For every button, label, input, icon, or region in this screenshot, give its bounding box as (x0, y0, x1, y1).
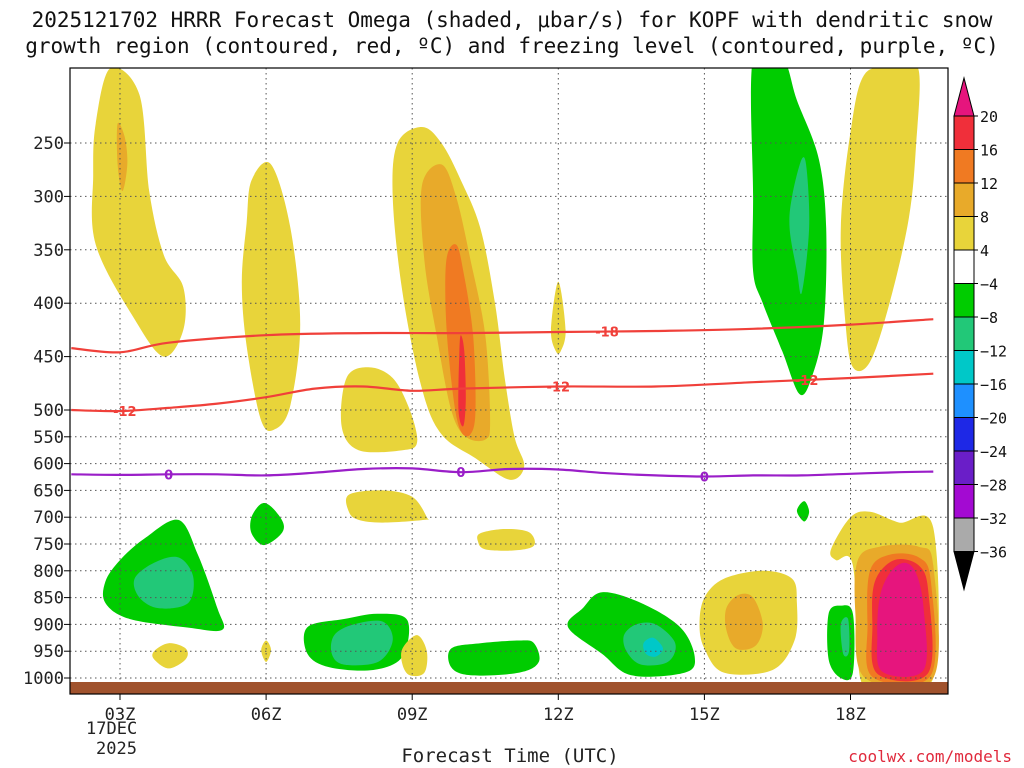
omega-region--8--4-20 (448, 640, 540, 676)
colorbar-label-10: −24 (980, 443, 1007, 461)
y-tick-label-900: 900 (33, 615, 64, 635)
colorbar-swatch-7 (953, 350, 975, 385)
colorbar-label-3: 8 (980, 209, 989, 227)
colorbar-label-13: −36 (980, 544, 1007, 562)
colorbar-swatch-3 (953, 216, 975, 251)
omega-region-4-8-11 (477, 528, 535, 551)
colorbar-label-0: 20 (980, 108, 998, 126)
omega-region--8--4-12 (250, 503, 284, 546)
contour-lines: -18 -12 -12 -12 0 0 0 (71, 318, 934, 485)
y-tick-label-800: 800 (33, 562, 64, 582)
date-label-year: 2025 (96, 739, 137, 759)
colorbar-swatch-8 (953, 383, 975, 418)
omega-region--12--8-35 (789, 157, 810, 295)
x-tick-label-18Z: 18Z (835, 705, 866, 725)
omega-region-4-8-2 (241, 162, 301, 432)
omega-region-4-8-7 (550, 281, 566, 354)
chart-title-line-2: growth region (contoured, red, ºC) and f… (25, 34, 999, 58)
y-tick-label-500: 500 (33, 401, 64, 421)
colorbar-label-11: −28 (980, 477, 1007, 495)
x-tick-label-15Z: 15Z (689, 705, 720, 725)
colorbar-label-6: −8 (980, 309, 998, 327)
colorbar-swatch-12 (953, 517, 975, 552)
contour-label-dgz_-12-2: -12 (795, 374, 819, 389)
x-tick-label-06Z: 06Z (251, 705, 282, 725)
omega-region->20-33 (876, 562, 927, 677)
colorbar-bottom-arrow (953, 551, 975, 592)
omega-region--12--8-18 (330, 620, 393, 666)
ground-terrain-bar (70, 682, 948, 694)
date-label-day: 17DEC (86, 719, 138, 739)
x-tick-label-12Z: 12Z (543, 705, 574, 725)
colorbar-swatch-4 (953, 249, 975, 284)
colorbar-top-arrow (953, 76, 975, 117)
omega-region--12--8-28 (840, 617, 850, 657)
y-tick-label-1000: 1000 (23, 669, 64, 689)
colorbar-label-5: −4 (980, 276, 998, 294)
colorbar-swatch-11 (953, 484, 975, 519)
colorbar-label-2: 12 (980, 175, 998, 193)
colorbar-label-4: 4 (980, 242, 989, 260)
omega-region-4-8-15 (152, 643, 188, 669)
colorbar-label-7: −12 (980, 343, 1007, 361)
omega-region--12--8-14 (133, 556, 194, 609)
omega-region-4-8-0 (91, 68, 186, 357)
y-tick-label-250: 250 (33, 134, 64, 154)
y-tick-label-450: 450 (33, 348, 64, 368)
omega-region-16-20-6 (458, 335, 466, 427)
contour-label-freezing_level_0-0: 0 (164, 468, 173, 483)
y-tick-label-400: 400 (33, 294, 64, 314)
omega-region--16--12-23 (643, 637, 664, 657)
colorbar-swatch-2 (953, 182, 975, 217)
contour-label-dgz_-12-1: -12 (547, 381, 571, 396)
contour-label-freezing_level_0-2: 0 (700, 470, 709, 485)
contour-label-dgz_-12-0: -12 (113, 405, 137, 420)
omega-region-4-8-10 (345, 490, 430, 523)
colorbar: 20 16 12 8 4 −4 −8 −12 −16 −20 −24 −28 −32 −36 (953, 76, 1007, 592)
y-tick-label-950: 950 (33, 642, 64, 662)
y-tick-label-550: 550 (33, 428, 64, 448)
source-credit: coolwx.com/models (848, 747, 1012, 766)
colorbar-label-12: −32 (980, 510, 1007, 528)
omega-region-8-12-25 (724, 593, 763, 650)
y-tick-label-350: 350 (33, 241, 64, 261)
grid-lines (70, 68, 948, 682)
y-tick-label-650: 650 (33, 481, 64, 501)
colorbar-swatch-5 (953, 283, 975, 318)
colorbar-swatch-6 (953, 316, 975, 351)
contour-dgz_-18 (71, 318, 934, 354)
colorbar-label-9: −20 (980, 410, 1007, 428)
x-tick-label-09Z: 09Z (397, 705, 428, 725)
omega-region--8--4-34 (750, 68, 827, 396)
plot-frame (69, 67, 949, 695)
chart-title-line-1: 2025121702 HRRR Forecast Omega (shaded, … (31, 8, 993, 32)
contour-label-freezing_level_0-1: 0 (456, 466, 465, 481)
omega-region-4-8-9 (840, 68, 920, 372)
contour-label-dgz_-18-0: -18 (595, 326, 619, 341)
y-tick-label-700: 700 (33, 508, 64, 528)
omega-region-4-8-19 (401, 635, 428, 677)
x-axis-label: Forecast Time (UTC) (401, 745, 619, 767)
omega-region-8-12-1 (116, 122, 128, 192)
y-tick-label-750: 750 (33, 535, 64, 555)
colorbar-label-1: 16 (980, 142, 998, 160)
omega-region--8--4-26 (796, 501, 810, 522)
colorbar-swatch-0 (953, 115, 975, 150)
y-tick-label-600: 600 (33, 455, 64, 475)
colorbar-swatch-10 (953, 450, 975, 485)
contour-freezing_level_0 (71, 467, 934, 478)
y-tick-label-850: 850 (33, 589, 64, 609)
y-axis: 250 300 350 400 450 500 550 600 650 700 750 800 850 9… (23, 134, 70, 689)
colorbar-label-8: −16 (980, 376, 1007, 394)
y-tick-label-300: 300 (33, 187, 64, 207)
colorbar-swatch-9 (953, 417, 975, 452)
colorbar-swatch-1 (953, 149, 975, 184)
x-tick-label-03Z: 03Z (105, 705, 136, 725)
x-axis: 03Z 06Z 09Z 12Z 15Z 18Z (105, 694, 866, 725)
omega-shaded-regions (91, 68, 939, 682)
omega-region-4-8-8 (340, 367, 418, 453)
contour-dgz_-12 (71, 372, 934, 413)
